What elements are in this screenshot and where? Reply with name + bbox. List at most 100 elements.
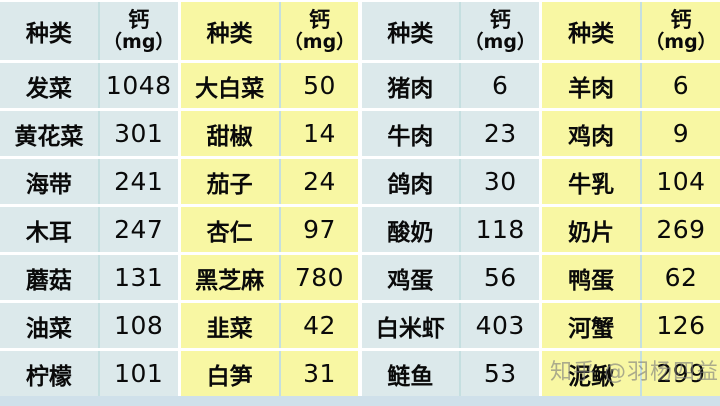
food-name-cell: 牛乳 [542,159,640,204]
food-name-cell: 海带 [0,159,98,204]
calcium-label: 钙 [308,8,330,32]
calcium-label: 钙 [489,8,511,32]
calcium-value-cell: 108 [97,303,178,348]
food-name-cell: 泥鳅 [542,351,640,396]
table-group-vegetables-2: 种类 钙 （mg） 大白菜 50 甜椒 14 茄子 24 杏仁 97 黑芝麻 7… [180,2,359,396]
table-row: 鸽肉 30 [361,159,540,204]
food-name-cell: 猪肉 [361,63,460,108]
food-name-cell: 发菜 [0,63,98,108]
food-name-cell: 韭菜 [180,303,279,348]
calcium-value-cell: 269 [640,207,720,252]
table-row: 杏仁 97 [180,207,359,252]
calcium-unit-label: （mg） [283,31,356,54]
header-calcium-cell: 钙 （mg） [97,2,178,60]
food-name-cell: 大白菜 [180,63,279,108]
calcium-value-cell: 299 [640,351,720,396]
table-row: 鸡蛋 56 [361,255,540,300]
calcium-value-cell: 301 [97,111,178,156]
calcium-value-cell: 97 [278,207,359,252]
calcium-unit-label: （mg） [103,31,175,54]
food-name-cell: 鸭蛋 [542,255,640,300]
food-name-cell: 油菜 [0,303,98,348]
food-name-cell: 羊肉 [542,63,640,108]
calcium-value-cell: 62 [640,255,720,300]
table-row: 酸奶 118 [361,207,540,252]
table-row: 大白菜 50 [180,63,359,108]
calcium-value-cell: 780 [278,255,359,300]
calcium-value-cell: 101 [97,351,178,396]
table-row: 蘑菇 131 [0,255,178,300]
header-calcium-cell: 钙 （mg） [640,2,720,60]
food-name-cell: 白米虾 [361,303,460,348]
calcium-value-cell: 24 [278,159,359,204]
bottom-strip [0,396,720,406]
calcium-value-cell: 42 [278,303,359,348]
table-row: 牛肉 23 [361,111,540,156]
food-name-cell: 鸽肉 [361,159,460,204]
calcium-value-cell: 31 [278,351,359,396]
food-name-cell: 柠檬 [0,351,98,396]
table-group-vegetables-1: 种类 钙 （mg） 发菜 1048 黄花菜 301 海带 241 木耳 247 … [0,2,178,396]
header-calcium-cell: 钙 （mg） [278,2,359,60]
food-name-cell: 木耳 [0,207,98,252]
table-row: 韭菜 42 [180,303,359,348]
table-row: 羊肉 6 [542,63,720,108]
table-group-meat-eggs: 种类 钙 （mg） 猪肉 6 牛肉 23 鸽肉 30 酸奶 118 鸡蛋 56 … [361,2,540,396]
table-row: 木耳 247 [0,207,178,252]
table-group-dairy-aquatic: 种类 钙 （mg） 羊肉 6 鸡肉 9 牛乳 104 奶片 269 鸭蛋 62 … [542,2,720,396]
calcium-value-cell: 53 [459,351,540,396]
calcium-label: 钙 [128,8,150,32]
calcium-value-cell: 14 [278,111,359,156]
calcium-value-cell: 1048 [97,63,178,108]
food-name-cell: 牛肉 [361,111,460,156]
calcium-label: 钙 [670,8,692,32]
food-name-cell: 鲢鱼 [361,351,460,396]
table-row: 河蟹 126 [542,303,720,348]
food-name-cell: 鸡肉 [542,111,640,156]
table-header-row: 种类 钙 （mg） [542,2,720,60]
food-name-cell: 黑芝麻 [180,255,279,300]
food-name-cell: 甜椒 [180,111,279,156]
table-header-row: 种类 钙 （mg） [0,2,178,60]
table-row: 海带 241 [0,159,178,204]
table-header-row: 种类 钙 （mg） [361,2,540,60]
table-row: 白笋 31 [180,351,359,396]
table-row: 鸡肉 9 [542,111,720,156]
calcium-content-table: 种类 钙 （mg） 发菜 1048 黄花菜 301 海带 241 木耳 247 … [0,0,720,396]
table-row: 鸭蛋 62 [542,255,720,300]
table-row: 鲢鱼 53 [361,351,540,396]
calcium-unit-label: （mg） [464,31,536,54]
table-row: 黑芝麻 780 [180,255,359,300]
header-type-cell: 种类 [180,2,279,60]
header-type-cell: 种类 [361,2,460,60]
header-type-cell: 种类 [542,2,640,60]
calcium-value-cell: 118 [459,207,540,252]
table-row: 黄花菜 301 [0,111,178,156]
table-row: 发菜 1048 [0,63,178,108]
food-name-cell: 鸡蛋 [361,255,460,300]
food-name-cell: 杏仁 [180,207,279,252]
table-row: 柠檬 101 [0,351,178,396]
header-type-cell: 种类 [0,2,98,60]
calcium-value-cell: 30 [459,159,540,204]
food-name-cell: 蘑菇 [0,255,98,300]
table-row: 甜椒 14 [180,111,359,156]
calcium-value-cell: 9 [640,111,720,156]
calcium-value-cell: 104 [640,159,720,204]
food-name-cell: 黄花菜 [0,111,98,156]
food-name-cell: 酸奶 [361,207,460,252]
calcium-value-cell: 403 [459,303,540,348]
food-name-cell: 河蟹 [542,303,640,348]
calcium-unit-label: （mg） [645,31,717,54]
food-name-cell: 奶片 [542,207,640,252]
table-row: 白米虾 403 [361,303,540,348]
food-name-cell: 茄子 [180,159,279,204]
table-row: 茄子 24 [180,159,359,204]
table-row: 奶片 269 [542,207,720,252]
calcium-value-cell: 6 [459,63,540,108]
calcium-value-cell: 50 [278,63,359,108]
calcium-value-cell: 23 [459,111,540,156]
header-calcium-cell: 钙 （mg） [459,2,540,60]
calcium-value-cell: 131 [97,255,178,300]
calcium-value-cell: 126 [640,303,720,348]
